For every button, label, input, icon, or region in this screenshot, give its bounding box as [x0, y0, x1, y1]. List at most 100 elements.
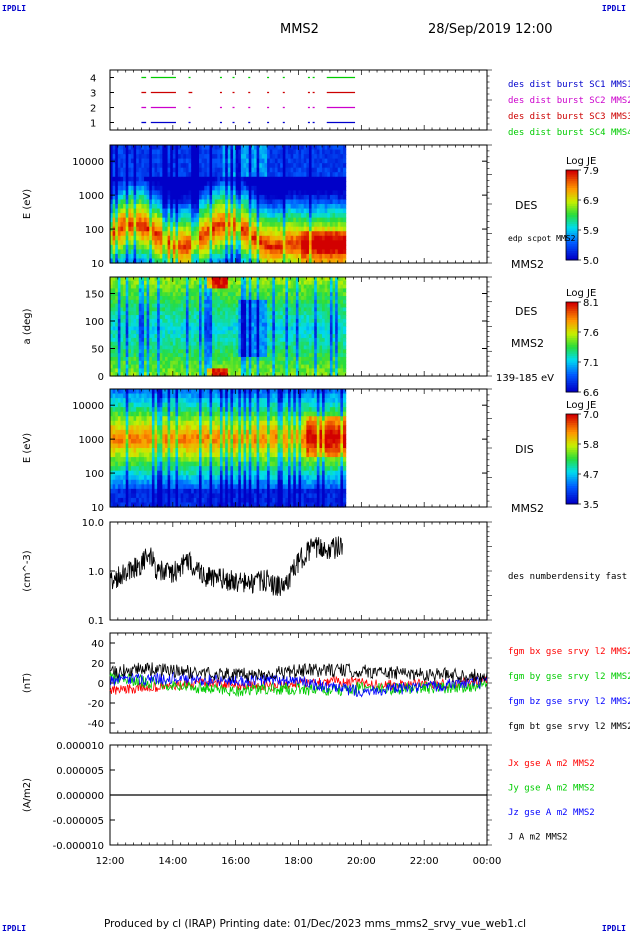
des_energy-cell — [327, 181, 331, 187]
des_energy-cell — [256, 167, 260, 173]
des_energy-cell — [144, 163, 148, 169]
des_energy-cell — [235, 181, 239, 187]
des_pitch-cell — [316, 349, 321, 354]
des_pitch-cell — [185, 372, 190, 377]
des_pitch-cell — [144, 341, 148, 347]
des_energy-cell — [256, 181, 260, 187]
des_pitch-cell — [175, 364, 179, 369]
des_pitch-cell — [230, 334, 234, 339]
des_pitch-cell — [138, 284, 143, 290]
des_energy-cell — [230, 226, 234, 232]
des_energy-cell — [324, 185, 328, 191]
des_pitch-cell — [154, 292, 158, 297]
des_energy-cell — [319, 172, 323, 178]
des_pitch-cell — [280, 360, 284, 366]
des_energy-cell — [327, 158, 331, 164]
des_energy-cell — [251, 149, 255, 155]
des_pitch-cell — [146, 303, 150, 309]
des_pitch-cell — [322, 326, 326, 331]
des_energy-cell — [308, 231, 313, 237]
des_pitch-cell — [332, 296, 336, 301]
des_energy-cell — [146, 167, 150, 173]
des_energy-cell — [235, 172, 239, 178]
des_energy-cell — [259, 226, 263, 232]
des_pitch-cell — [298, 318, 302, 324]
des_pitch-cell — [272, 284, 276, 290]
des_energy-cell — [253, 163, 258, 169]
des_energy-cell — [196, 154, 200, 160]
des_energy-cell — [188, 244, 192, 250]
des_pitch-cell — [222, 368, 226, 373]
des_energy-cell — [335, 163, 339, 169]
des_energy-cell — [188, 181, 192, 187]
des_energy-cell — [193, 204, 197, 210]
des_pitch-cell — [191, 280, 195, 286]
des_energy-cell — [230, 149, 234, 155]
des_pitch-cell — [212, 334, 216, 339]
des_energy-cell — [183, 240, 187, 246]
des_pitch-cell — [335, 364, 339, 369]
des_energy-cell — [322, 181, 326, 187]
des_energy-cell — [151, 181, 156, 187]
des_pitch-cell — [324, 299, 328, 305]
des_pitch-cell — [272, 277, 276, 282]
des_energy-cell — [343, 154, 347, 160]
des_pitch-cell — [188, 299, 192, 305]
des_pitch-cell — [219, 303, 224, 309]
des_energy-cell — [191, 190, 195, 196]
des_pitch-cell — [319, 299, 323, 305]
des_pitch-cell — [324, 292, 328, 297]
des_energy-cell — [133, 235, 137, 241]
des_pitch-cell — [130, 277, 135, 282]
des_pitch-cell — [180, 326, 184, 331]
des_pitch-cell — [206, 288, 211, 293]
des_energy-cell — [343, 172, 347, 178]
des_energy-cell — [240, 190, 245, 196]
des_pitch-cell — [164, 318, 169, 324]
des_energy-cell — [240, 253, 245, 260]
des_pitch-cell — [164, 356, 169, 362]
des_energy-cell — [115, 253, 119, 260]
des_pitch-cell — [136, 315, 140, 320]
des_energy-cell — [204, 253, 208, 260]
des_pitch-cell — [303, 356, 307, 362]
des_energy-cell — [324, 253, 328, 260]
des_energy-cell — [280, 222, 284, 228]
des_pitch-cell — [201, 315, 205, 320]
des_energy-cell — [214, 231, 218, 237]
des_energy-cell — [191, 244, 195, 250]
des_energy-cell — [138, 149, 143, 155]
des_pitch-cell — [337, 345, 341, 350]
des_energy-cell — [149, 208, 153, 214]
des_pitch-cell — [269, 299, 273, 305]
des_energy-cell — [199, 167, 203, 173]
des_energy-cell — [298, 226, 302, 232]
des_energy-cell — [282, 163, 287, 169]
des_energy-cell — [123, 222, 127, 228]
des_energy-colorbar-cell — [566, 172, 578, 175]
des_energy-cell — [130, 181, 135, 187]
des_energy-cell — [327, 199, 331, 205]
des_energy-cell — [324, 199, 328, 205]
des_energy-cell — [280, 208, 284, 214]
des_pitch-cell — [183, 288, 187, 293]
des_pitch-cell — [138, 280, 143, 286]
des_energy-cell — [259, 217, 263, 223]
des_pitch-cell — [219, 349, 224, 354]
des_energy-cell — [170, 149, 174, 155]
des_pitch-cell — [303, 292, 307, 297]
des_pitch-cell — [311, 299, 315, 305]
des_pitch-cell — [209, 360, 213, 366]
des_pitch-cell — [272, 330, 276, 335]
des_pitch-cell — [162, 349, 166, 354]
des_energy-cell — [259, 190, 263, 196]
des_energy-cell — [295, 167, 300, 173]
des_energy-cell — [340, 154, 344, 160]
des_energy-cell — [308, 154, 313, 160]
des_pitch-cell — [157, 322, 161, 328]
des_pitch-cell — [290, 303, 294, 309]
des_pitch-cell — [261, 288, 266, 293]
des_pitch-cell — [175, 322, 179, 328]
des_energy-cell — [159, 199, 163, 205]
des_energy-cell — [267, 167, 271, 173]
